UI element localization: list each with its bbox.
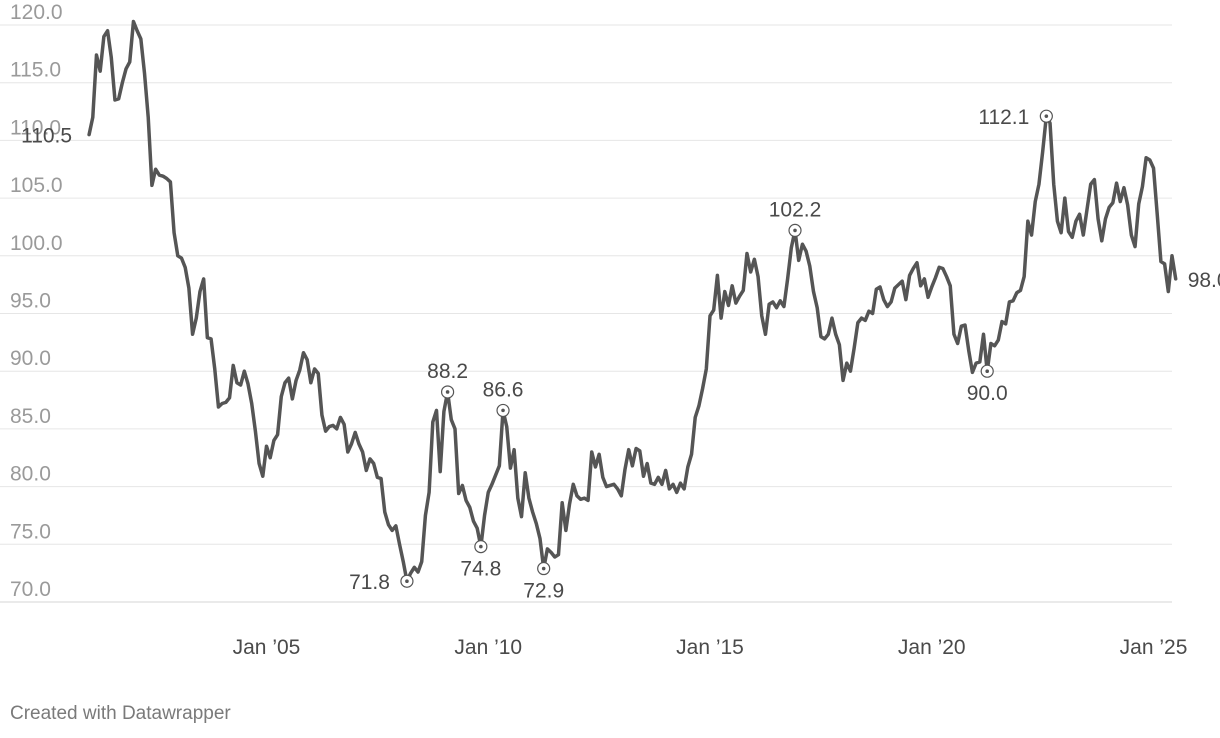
y-tick-label: 70.0 — [10, 578, 51, 601]
y-tick-label: 75.0 — [10, 520, 51, 543]
y-tick-label: 90.0 — [10, 347, 51, 370]
y-axis-ticks: 70.0 75.0 80.0 85.0 90.0 95.0 100.0 105.0 110.0 1… — [10, 1, 63, 601]
annotation-marker-dot — [793, 228, 797, 233]
annotation-label: 112.1 — [978, 106, 1029, 129]
x-tick-label: Jan ’25 — [1120, 636, 1188, 659]
x-tick-label: Jan ’20 — [898, 636, 966, 659]
y-tick-label: 115.0 — [10, 59, 61, 82]
annotation-label: 71.8 — [349, 571, 390, 594]
annotation-marker-dot — [501, 408, 505, 413]
annotation-label: 88.2 — [427, 360, 468, 383]
annotation-marker-dot — [479, 544, 483, 549]
annotations: 110.5 71.8 88.2 74.8 86.6 72.9 102.2 90.0 112.1 9… — [21, 106, 1220, 602]
y-tick-label: 80.0 — [10, 463, 51, 486]
annotation-label: 110.5 — [21, 125, 72, 148]
line-chart: 70.075.080.085.090.095.0100.0105.0110.01… — [0, 1, 1220, 659]
annotation-label: 90.0 — [967, 382, 1008, 405]
annotation-marker-dot — [445, 390, 450, 394]
annotation-label: 102.2 — [769, 198, 822, 221]
credit-text[interactable]: Created with Datawrapper — [10, 703, 231, 724]
y-tick-label: 120.0 — [10, 1, 63, 24]
annotation-label: 86.6 — [483, 378, 524, 401]
y-tick-label: 95.0 — [10, 290, 51, 313]
annotation-label: 74.8 — [460, 558, 501, 581]
x-axis-ticks: Jan ’05 Jan ’10 Jan ’15 Jan ’20 Jan ’25 — [233, 636, 1188, 659]
y-tick-label: 100.0 — [10, 232, 63, 255]
annotation-label: 72.9 — [523, 580, 564, 603]
annotation-marker-dot — [405, 579, 409, 584]
y-tick-label: 105.0 — [10, 174, 63, 197]
x-tick-label: Jan ’10 — [454, 636, 522, 659]
x-tick-label: Jan ’05 — [233, 636, 301, 659]
y-tick-label: 110.0 — [10, 116, 61, 139]
y-tick-label: 85.0 — [10, 405, 51, 428]
annotation-marker-dot — [1044, 114, 1049, 118]
annotation-marker-dot — [985, 369, 990, 374]
series-layer — [87, 19, 1178, 583]
x-tick-label: Jan ’15 — [676, 636, 744, 659]
series-line — [87, 19, 1178, 583]
annotation-label: 98.0 — [1188, 269, 1220, 292]
annotation-marker-dot — [541, 566, 546, 571]
